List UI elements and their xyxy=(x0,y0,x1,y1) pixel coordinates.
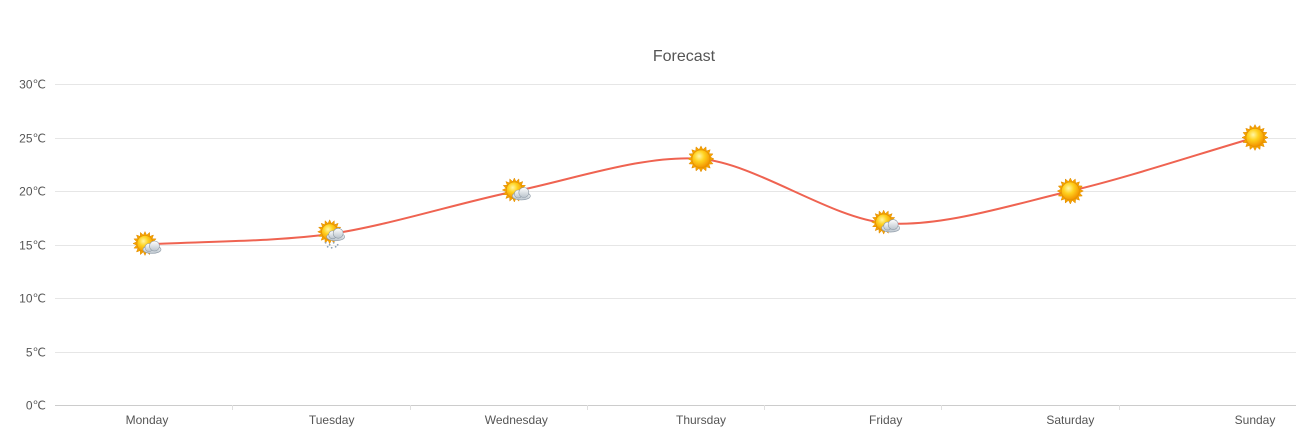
y-tick-label: 20℃ xyxy=(19,185,46,199)
x-tick-label: Sunday xyxy=(1235,413,1276,427)
x-tick-label: Monday xyxy=(126,413,169,427)
y-axis: 0℃ 5℃ 10℃ 15℃ 20℃ 25℃ 30℃ xyxy=(19,78,46,413)
marker-layer xyxy=(132,123,1269,257)
y-tick-label: 5℃ xyxy=(26,346,46,360)
x-tick-label: Tuesday xyxy=(309,413,355,427)
x-tick-label: Thursday xyxy=(676,413,726,427)
x-tick-label: Wednesday xyxy=(485,413,548,427)
sun-icon xyxy=(687,145,715,173)
cloudy-snow-icon xyxy=(317,219,345,249)
chart-title: Forecast xyxy=(653,48,716,65)
partly-cloudy-icon xyxy=(132,230,162,257)
y-tick-label: 10℃ xyxy=(19,292,46,306)
x-tick-label: Friday xyxy=(869,413,902,427)
y-tick-label: 30℃ xyxy=(19,78,46,92)
x-axis: Monday Tuesday Wednesday Thursday Friday Satu… xyxy=(55,405,1296,427)
y-tick-label: 15℃ xyxy=(19,239,46,253)
grid-lines xyxy=(55,84,1296,406)
sun-icon xyxy=(1056,177,1084,205)
y-tick-label: 25℃ xyxy=(19,132,46,146)
partly-cloudy-icon xyxy=(871,209,900,235)
partly-cloudy-icon xyxy=(501,177,531,203)
x-tick-label: Saturday xyxy=(1046,413,1094,427)
y-tick-label: 0℃ xyxy=(26,399,46,413)
sun-icon xyxy=(1241,123,1269,152)
